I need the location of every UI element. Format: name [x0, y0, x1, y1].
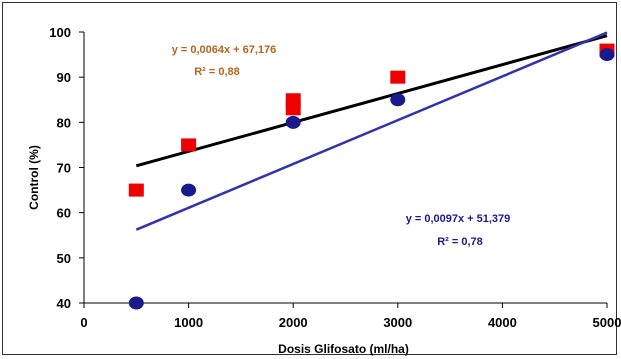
circle-point: [390, 93, 406, 107]
square-point: [285, 93, 301, 107]
square-point: [128, 183, 144, 197]
circle-point: [128, 296, 144, 310]
r-squared-label: R² = 0,78: [437, 236, 483, 248]
x-tick-label: 5000: [593, 315, 621, 330]
equation-label: y = 0,0097x + 51,379: [406, 213, 511, 225]
data-points: [128, 43, 615, 310]
x-tick-label: 3000: [383, 315, 412, 330]
y-tick-label: 70: [57, 161, 71, 176]
trendline-series-1: [135, 34, 608, 168]
circle-point: [181, 183, 197, 197]
annotations: y = 0,0064x + 67,176 R² = 0,88 y = 0,0097x…: [172, 44, 511, 248]
circle-point: [599, 48, 615, 62]
x-tick-label: 1000: [174, 315, 203, 330]
equation-label: y = 0,0064x + 67,176: [172, 44, 277, 56]
y-tick-label: 100: [49, 25, 71, 40]
y-tick-label: 60: [57, 206, 71, 221]
y-tick-label: 80: [57, 115, 71, 130]
circle-point: [285, 115, 301, 129]
r-squared-label: R² = 0,88: [194, 66, 240, 78]
y-tick-label: 40: [57, 296, 71, 311]
trendline-series-2: [135, 31, 608, 231]
trendlines: [135, 31, 608, 231]
square-point: [181, 138, 197, 152]
x-axis-title: Dosis Glifosato (ml/ha): [278, 342, 409, 356]
x-tick-label: 0: [80, 315, 87, 330]
y-axis-title: Control (%): [27, 145, 41, 210]
x-tick-label: 2000: [279, 315, 308, 330]
y-tick-label: 50: [57, 251, 71, 266]
y-tick-label: 90: [57, 70, 71, 85]
square-point: [390, 70, 406, 84]
x-tick-label: 4000: [488, 315, 517, 330]
